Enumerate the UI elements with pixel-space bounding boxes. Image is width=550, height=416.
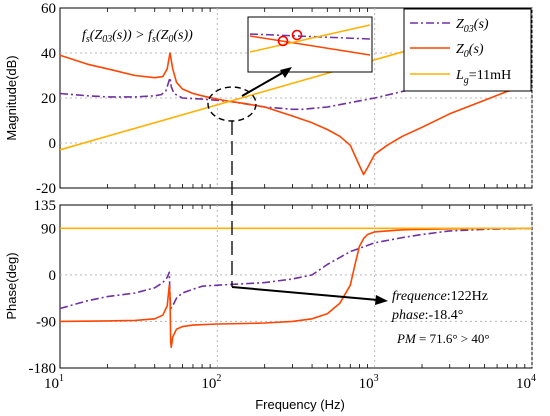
phase-y-tick-label: 135 [34,198,57,214]
magnitude-y-ticks: 60 40 20 0 -20 [36,1,56,197]
frequency-x-tick-label: 103 [359,373,379,392]
frequency-x-ticks: 101 102 103 104 [44,373,536,392]
phase-annotation: phase:-18.4° [391,308,463,323]
inset-line-lg [249,24,371,53]
magnitude-y-tick-label: -20 [36,181,56,197]
inset-intersection-z0 [277,35,289,47]
phase-margin-annotation: PM = 71.6° > 40° [396,331,490,346]
phase-y-tick-label: 90 [41,221,56,237]
frequency-x-tick-label: 104 [516,373,536,392]
legend: Z03(s) Z0(s) Lg=11mH [403,8,532,92]
phase-y-tick-label: 0 [49,268,57,284]
inset-frame [247,16,373,73]
magnitude-series-z0-s- [59,52,533,176]
legend-label-lg: Lg=11mH [455,68,511,86]
zoom-inset [247,16,373,73]
frequency-x-tick-label: 101 [44,373,64,392]
magnitude-y-tick-label: 60 [41,1,56,17]
legend-box [403,8,532,92]
phase-arrow-head [375,295,388,305]
magnitude-y-tick-label: 20 [41,91,56,107]
phase-y-ticks: 135 90 0 -90 -180 [29,198,57,377]
frequency-annotation: frequence:122Hz [392,289,488,304]
inset-line-z03 [249,33,371,40]
phase-series-z0-s- [59,227,532,349]
phase-y-tick-label: -180 [29,361,57,377]
inset-intersection-z03 [291,29,303,41]
magnitude-series-z03-s- [59,59,533,111]
phase-arrow [231,286,379,301]
magnitude-y-tick-label: 40 [41,46,56,62]
phase-series-z03-s- [59,227,533,310]
phase-series [59,227,533,349]
magnitude-axis-label: Magnitude(dB) [4,55,19,140]
inset-line-z0 [249,35,371,56]
magnitude-y-tick-label: 0 [49,136,57,152]
frequency-x-tick-label: 102 [201,373,221,392]
zoom-arrow [241,71,285,97]
legend-label-z03: Z03(s) [456,17,489,35]
frequency-axis-label: Frequency (Hz) [255,397,345,412]
crossover-annotation: fs(Z03(s)) > fs(Z0(s)) [82,28,193,45]
phase-axis-label: Phase(deg) [4,252,19,319]
legend-label-z0: Z0(s) [456,42,484,60]
phase-y-tick-label: -90 [36,314,56,330]
zoom-arrow-head [280,67,292,78]
